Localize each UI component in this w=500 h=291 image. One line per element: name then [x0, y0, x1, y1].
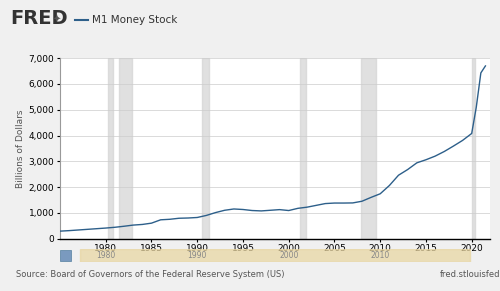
- Text: fred.stlouisfed.org: fred.stlouisfed.org: [440, 271, 500, 279]
- Text: 2010: 2010: [370, 251, 390, 260]
- Text: M1 Money Stock: M1 Money Stock: [92, 15, 178, 25]
- Text: 1980: 1980: [96, 251, 116, 260]
- Text: 1990: 1990: [188, 251, 207, 260]
- FancyBboxPatch shape: [60, 250, 71, 261]
- Text: 2000: 2000: [279, 251, 298, 260]
- Bar: [361, 58, 376, 239]
- Bar: [202, 58, 208, 239]
- Bar: [300, 58, 306, 239]
- Text: Source: Board of Governors of the Federal Reserve System (US): Source: Board of Governors of the Federa…: [16, 271, 284, 279]
- Text: ✦: ✦: [52, 15, 60, 25]
- Y-axis label: Billions of Dollars: Billions of Dollars: [16, 109, 24, 188]
- Bar: [472, 58, 476, 239]
- Bar: [108, 58, 112, 239]
- Text: FRED: FRED: [10, 9, 68, 28]
- Bar: [120, 58, 132, 239]
